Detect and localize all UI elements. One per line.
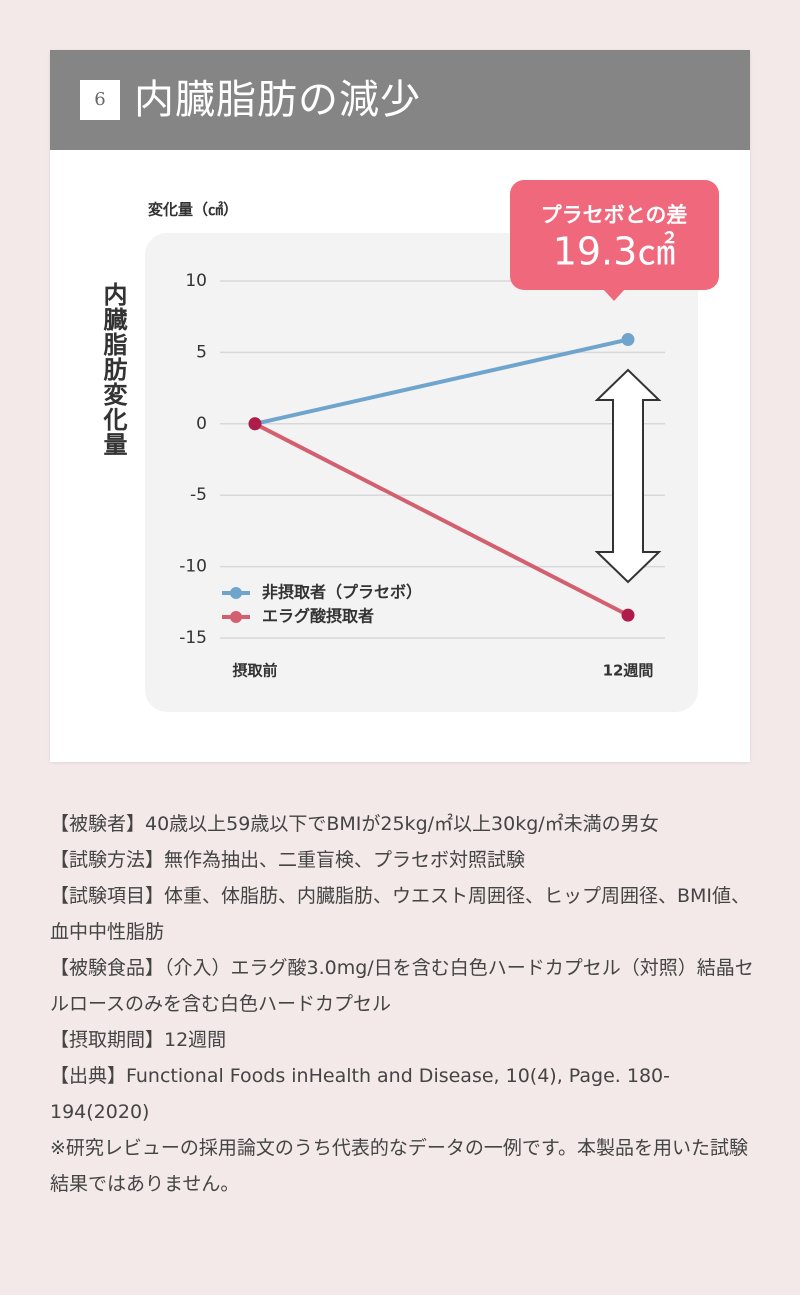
chart: 変化量（㎠） -15 -10 -5 0 5 10 摂取前 12週間 非摂取者（プラセボ） エラグ酸… [145,180,719,712]
callout: プラセボとの差 19.3㎠ [510,180,719,301]
x-tick-label: 摂取前 [232,662,277,680]
legend-marker [230,611,242,623]
title: 内臓脂肪の減少 [134,77,421,123]
data-point [621,333,635,347]
x-tick-label: 12週間 [603,662,654,680]
header: 6 内臓脂肪の減少 [50,50,750,150]
note-line: ※研究レビューの採用論文のうち代表的なデータの一例です。本製品を用いた試験結果で… [50,1137,749,1195]
data-point [248,417,262,431]
legend-label: エラグ酸摂取者 [262,607,374,626]
note-line: 【試験方法】無作為抽出、二重盲検、プラセボ対照試験 [50,849,526,871]
y-tick-label: 0 [196,414,207,434]
y-tick-label: 10 [185,271,207,291]
badge: 6 [80,80,120,120]
legend-marker [230,587,242,599]
note-line: 【出典】Functional Foods inHealth and Diseas… [50,1065,670,1123]
note-line: 【被験者】40歳以上59歳以下でBMIが25kg/㎡以上30kg/㎡未満の男女 [50,813,659,835]
note-line: 【被験食品】（介入）エラグ酸3.0mg/日を含む白色ハードカプセル（対照）結晶セ… [50,957,754,1015]
y-tick-label: 5 [196,342,207,362]
difference-arrow [594,368,662,584]
y-unit-label: 変化量（㎠） [148,201,238,219]
legend-label: 非摂取者（プラセボ） [262,583,422,602]
notes: 【被験者】40歳以上59歳以下でBMIが25kg/㎡以上30kg/㎡未満の男女【… [50,806,755,1202]
y-tick-label: -10 [179,557,207,577]
data-point [621,608,635,622]
callout-value: 19.3㎠ [553,230,676,274]
note-line: 【試験項目】体重、体脂肪、内臓脂肪、ウエスト周囲径、ヒップ周囲径、BMI値、血中… [50,885,751,943]
y-tick-label: -15 [179,628,207,648]
callout-label: プラセボとの差 [541,203,688,227]
series-line [254,422,629,617]
series-line [254,337,629,426]
y-tick-label: -5 [190,485,207,505]
y-axis-title: 内臓脂肪変化量 [99,282,127,457]
note-line: 【摂取期間】12週間 [50,1029,227,1051]
